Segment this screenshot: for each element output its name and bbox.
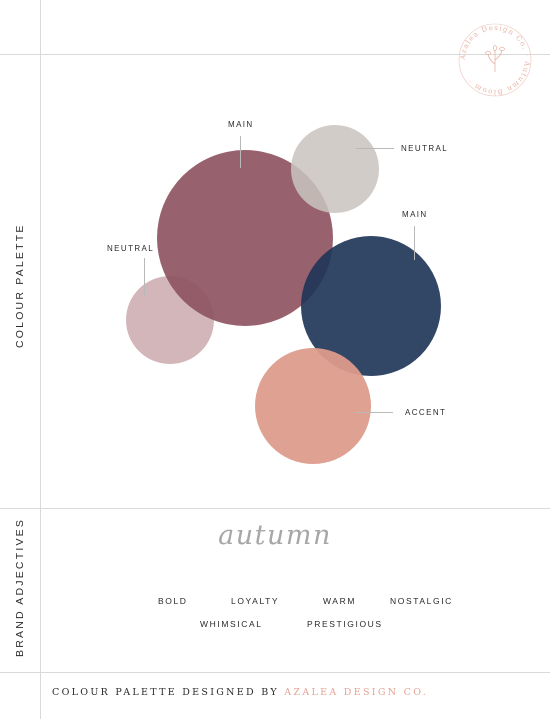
adjective-warm: WARM — [323, 596, 356, 606]
label-neutral-grey: NEUTRAL — [401, 144, 449, 153]
swatch-neutral-grey — [291, 125, 379, 213]
label-accent-peach: ACCENT — [405, 408, 447, 417]
footer-prefix: COLOUR PALETTE DESIGNED BY — [52, 687, 279, 698]
frame-divider-line — [0, 508, 550, 509]
leader-main-mauve — [240, 136, 241, 168]
label-main-navy: MAIN — [402, 210, 428, 219]
colour-palette-label: COLOUR PALETTE — [14, 223, 26, 348]
adjective-prestigious: PRESTIGIOUS — [307, 619, 383, 629]
leader-main-navy — [414, 226, 415, 260]
label-main-mauve: MAIN — [228, 120, 254, 129]
adjective-nostalgic: NOSTALGIC — [390, 596, 453, 606]
adjective-whimsical: WHIMSICAL — [200, 619, 263, 629]
azalea-seal-logo: Azalea Design Co. · Autumn Bloom · — [458, 23, 532, 97]
frame-bottom-line — [0, 672, 550, 673]
frame-top-line — [0, 54, 550, 55]
frame-vertical-line — [40, 0, 41, 719]
season-word: autumn — [218, 520, 332, 551]
footer-credit: COLOUR PALETTE DESIGNED BY AZALEA DESIGN… — [52, 687, 428, 698]
leader-accent-peach — [355, 412, 393, 413]
adjective-loyalty: LOYALTY — [231, 596, 280, 606]
leader-neutral-grey — [356, 148, 394, 149]
swatch-accent-peach — [255, 348, 371, 464]
adjective-bold: BOLD — [158, 596, 188, 606]
leader-neutral-blush — [144, 258, 145, 296]
label-neutral-blush: NEUTRAL — [107, 244, 155, 253]
footer-brand: AZALEA DESIGN CO. — [284, 687, 429, 698]
